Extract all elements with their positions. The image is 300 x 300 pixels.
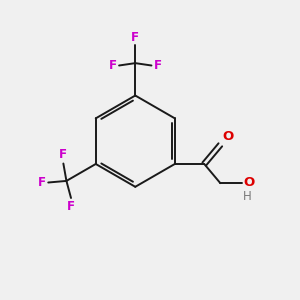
Text: F: F bbox=[109, 59, 117, 72]
Text: O: O bbox=[243, 176, 254, 189]
Text: H: H bbox=[243, 190, 252, 203]
Text: O: O bbox=[222, 130, 233, 143]
Text: F: F bbox=[154, 59, 161, 72]
Text: F: F bbox=[59, 148, 68, 161]
Text: F: F bbox=[131, 31, 139, 44]
Text: F: F bbox=[67, 200, 75, 213]
Text: F: F bbox=[38, 176, 46, 189]
